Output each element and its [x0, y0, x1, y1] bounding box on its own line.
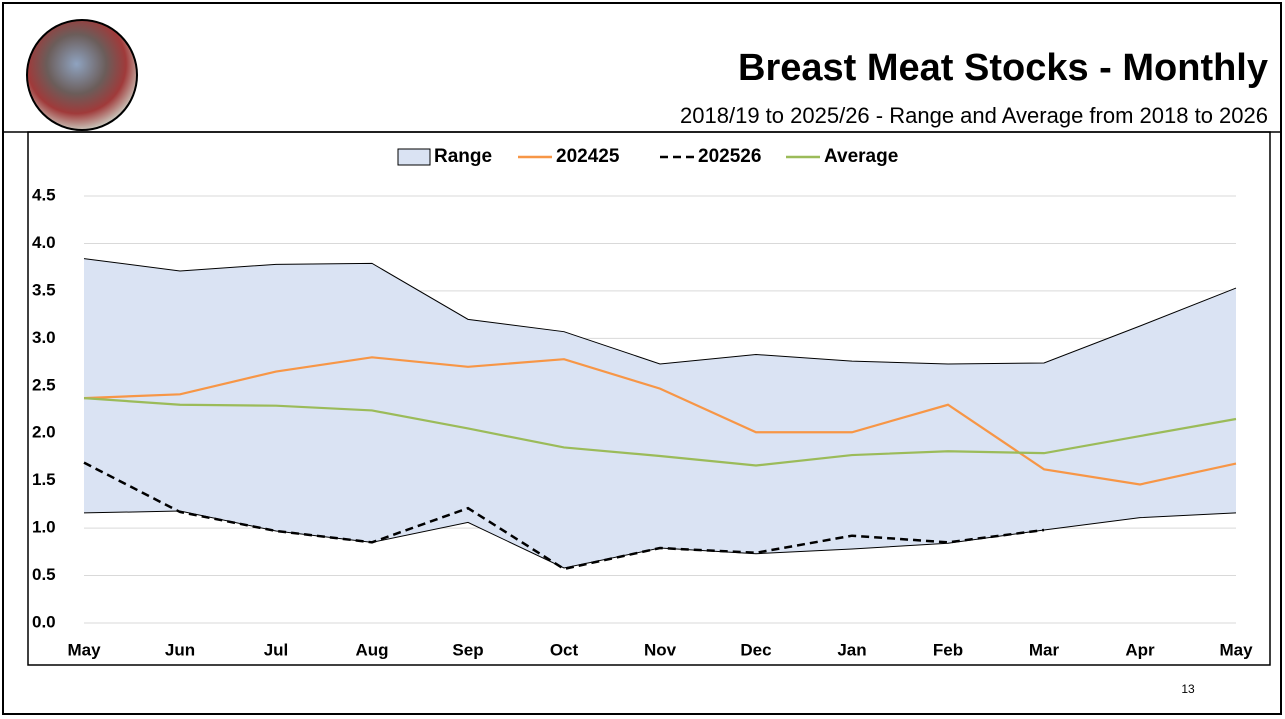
subtitle: 2018/19 to 2025/26 - Range and Average f… [680, 103, 1268, 128]
legend-swatch [398, 149, 430, 165]
legend-label: Average [824, 146, 898, 167]
x-tick-label: Nov [644, 640, 677, 659]
y-tick-label: 4.0 [32, 233, 56, 252]
legend-label: Range [434, 146, 492, 167]
x-tick-label: Jan [837, 640, 866, 659]
y-tick-label: 4.5 [32, 185, 56, 204]
x-tick-label: Feb [933, 640, 963, 659]
x-tick-label: Sep [452, 640, 483, 659]
legend-label: 202526 [698, 146, 761, 167]
y-tick-label: 2.5 [32, 375, 56, 394]
y-tick-label: 3.0 [32, 328, 56, 347]
y-tick-label: 3.5 [32, 280, 56, 299]
x-tick-label: May [67, 640, 101, 659]
x-tick-label: Dec [740, 640, 771, 659]
slide: Breast Meat Stocks - Monthly 2018/19 to … [0, 0, 1285, 719]
y-tick-label: 1.0 [32, 518, 56, 537]
y-tick-label: 0.5 [32, 565, 56, 584]
x-tick-label: Oct [550, 640, 579, 659]
x-tick-label: Aug [355, 640, 388, 659]
y-tick-label: 2.0 [32, 423, 56, 442]
x-tick-label: Mar [1029, 640, 1060, 659]
page-number: 13 [1181, 682, 1195, 696]
y-tick-label: 0.0 [32, 612, 56, 631]
legend-label: 202425 [556, 146, 620, 167]
x-tick-label: Jun [165, 640, 195, 659]
x-tick-label: Jul [264, 640, 289, 659]
y-tick-label: 1.5 [32, 470, 56, 489]
x-tick-label: Apr [1125, 640, 1155, 659]
x-tick-label: May [1219, 640, 1253, 659]
title: Breast Meat Stocks - Monthly [738, 47, 1268, 89]
logo [27, 20, 137, 130]
legend-item: Range [398, 146, 492, 167]
